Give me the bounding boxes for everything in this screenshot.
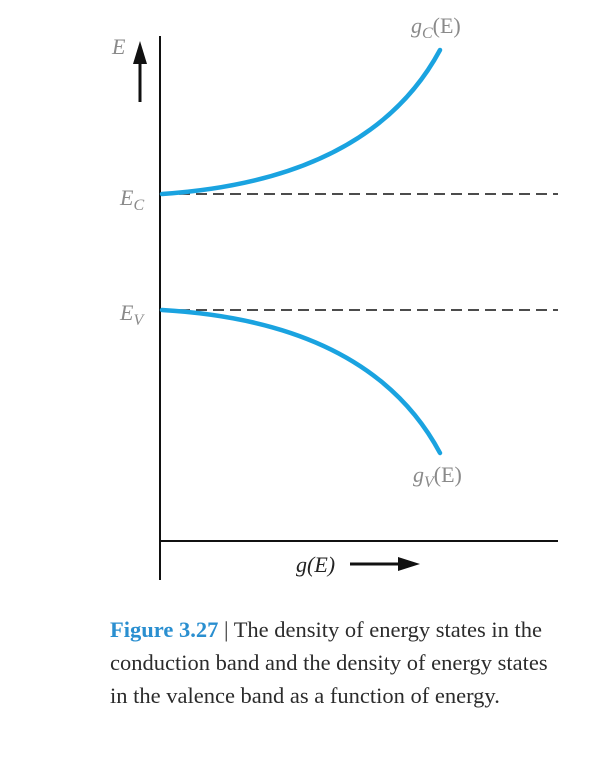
caption-text: The density of energy states in the cond… [110, 617, 548, 708]
gc-curve [159, 47, 443, 197]
gv-label: gV(E) [413, 462, 462, 491]
figure-number: Figure 3.27 [110, 617, 219, 642]
ev-label: EV [119, 300, 145, 329]
figure-caption: Figure 3.27 | The density of energy stat… [110, 613, 550, 712]
gc-label: gC(E) [411, 13, 461, 42]
ec-label: EC [119, 185, 144, 214]
energy-axis-symbol: E [111, 34, 126, 59]
g-axis-label: g(E) [296, 552, 335, 577]
energy-arrow-icon [133, 41, 147, 102]
gv-curve [159, 307, 443, 456]
density-of-states-diagram: E EC EV gC(E) gV(E) g(E) [111, 13, 558, 580]
g-arrow-icon [350, 557, 420, 571]
caption-separator: | [218, 617, 234, 642]
